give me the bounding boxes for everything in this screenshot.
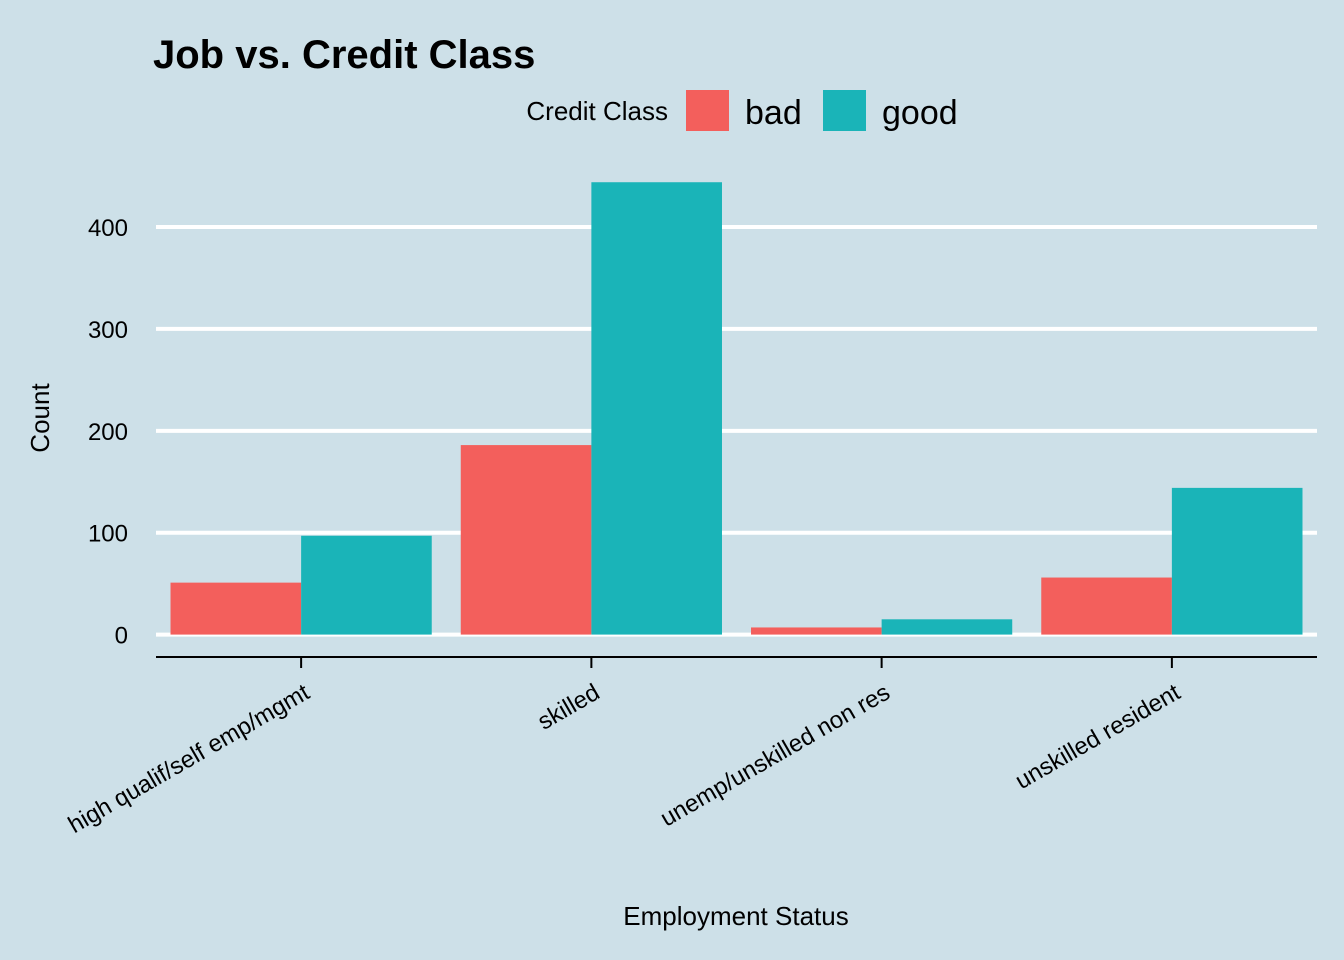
y-tick-label: 100 xyxy=(88,521,128,548)
bar-good-0 xyxy=(301,535,432,635)
y-axis-title: Count xyxy=(25,383,55,453)
chart-title: Job vs. Credit Class xyxy=(153,33,535,77)
bar-bad-0 xyxy=(170,582,302,635)
legend-label-bad: bad xyxy=(745,94,802,132)
bar-good-3 xyxy=(1171,487,1303,635)
y-tick-label: 400 xyxy=(88,215,128,242)
legend-swatch-bad xyxy=(686,90,729,131)
legend-label-good: good xyxy=(882,94,958,132)
bar-bad-2 xyxy=(751,627,882,635)
bars xyxy=(170,182,1303,635)
bar-bad-1 xyxy=(460,445,592,635)
bar-bad-3 xyxy=(1041,577,1172,635)
y-axis: 0 100 200 300 400 xyxy=(88,215,128,650)
x-tick-label: high qualif/self emp/mgmt xyxy=(64,679,315,839)
x-axis-title: Employment Status xyxy=(623,901,848,931)
x-tick-label: unskilled resident xyxy=(1011,679,1185,795)
legend: Credit Class bad good xyxy=(526,90,958,132)
x-axis: high qualif/self emp/mgmt skilled unemp/un… xyxy=(64,657,1185,839)
y-tick-label: 300 xyxy=(88,317,128,344)
bar-good-2 xyxy=(881,619,1013,635)
x-tick-label: unemp/unskilled non res xyxy=(656,679,895,832)
x-tick-label: skilled xyxy=(533,679,604,736)
legend-title: Credit Class xyxy=(526,96,668,126)
bar-good-1 xyxy=(591,182,722,635)
legend-swatch-good xyxy=(823,90,866,131)
y-tick-label: 0 xyxy=(115,623,128,650)
y-tick-label: 200 xyxy=(88,419,128,446)
